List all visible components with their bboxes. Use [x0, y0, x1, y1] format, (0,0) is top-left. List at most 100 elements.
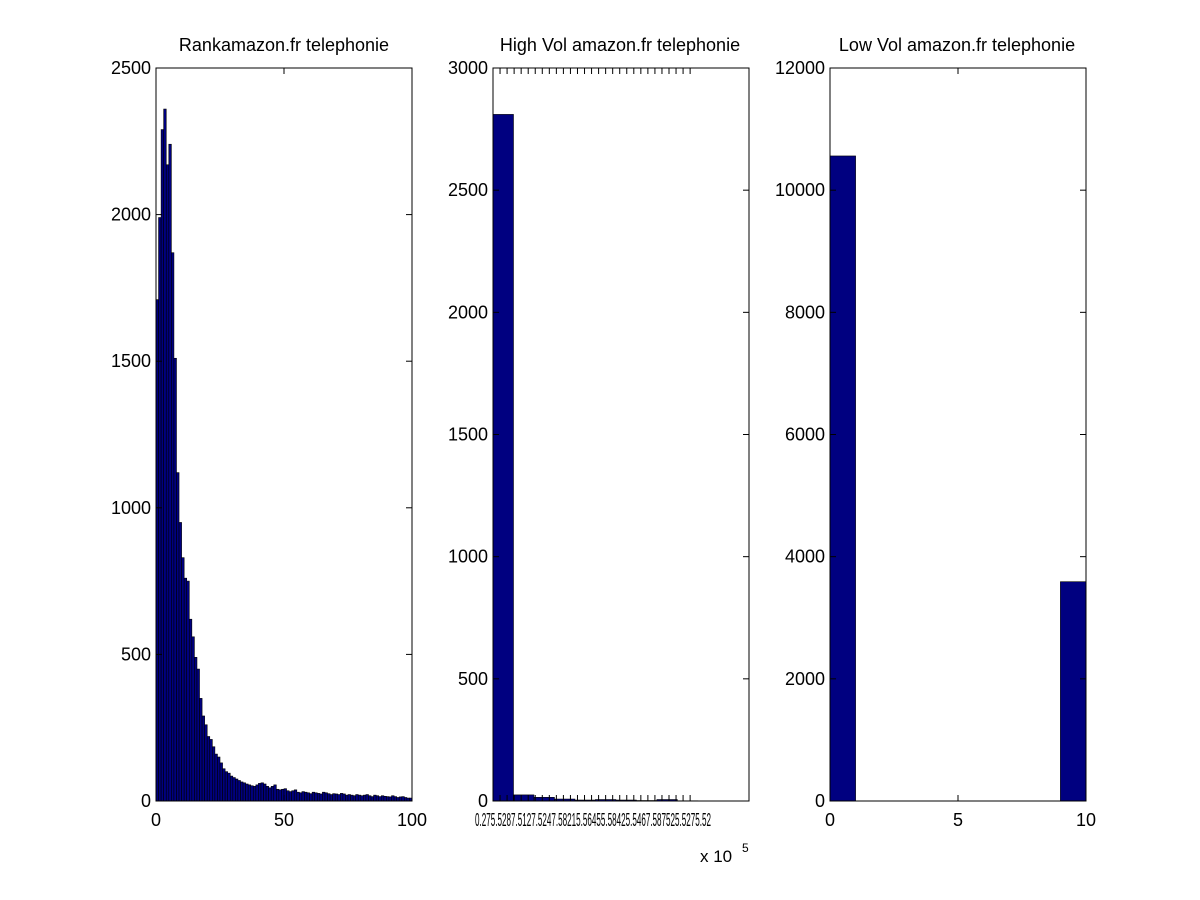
rank-bar-51 [286, 790, 290, 802]
rank-bar-43 [265, 786, 269, 802]
rank-bar-67 [327, 793, 331, 802]
low-vol-x-tick-label-1: 5 [953, 810, 963, 830]
rank-y-tick-label-2: 1000 [111, 498, 151, 518]
rank-bar-54 [293, 789, 298, 802]
rank-bar-79 [357, 794, 362, 802]
rank-bar-16 [196, 668, 200, 802]
rank-bar-56 [299, 792, 303, 802]
rank-x-ticks: 0 50 100 [151, 68, 427, 830]
rank-bar-66 [324, 792, 328, 802]
low-vol-x-ticks: 0 5 10 [825, 68, 1096, 830]
rank-bar-58 [304, 791, 308, 802]
rank-bar-34 [242, 782, 246, 802]
high-vol-y-tick-label-0: 0 [478, 791, 488, 811]
rank-bar-53 [291, 790, 295, 802]
rank-bar-70 [334, 793, 339, 802]
rank-bar-8 [176, 472, 180, 802]
low-vol-bar-0 [829, 155, 856, 802]
subplot-low-vol: 0 2000 4000 6000 8000 10000 12000 0 5 10 Low Vol… [775, 35, 1096, 830]
rank-bar-4 [165, 164, 170, 802]
rank-bar-19 [204, 724, 208, 802]
rank-bar-14 [191, 636, 195, 802]
rank-bar-84 [370, 796, 374, 802]
high-vol-x-exponent-base: x 10 [700, 847, 732, 866]
low-vol-y-ticks: 0 2000 4000 6000 8000 10000 12000 [775, 58, 1086, 811]
rank-bar-83 [368, 795, 372, 802]
rank-bar-37 [250, 785, 254, 802]
rank-bar-64 [319, 793, 323, 802]
rank-bar-95 [398, 796, 403, 802]
rank-y-ticks: 0 500 1000 1500 2000 2500 [111, 58, 412, 811]
rank-bar-38 [252, 786, 257, 802]
rank-bar-21 [209, 739, 213, 802]
high-vol-bar-0 [492, 114, 514, 802]
rank-bar-59 [306, 792, 310, 802]
rank-bar-22 [212, 746, 216, 802]
rank-bar-20 [206, 736, 211, 802]
rank-bar-71 [337, 794, 341, 802]
rank-bar-87 [378, 796, 382, 802]
rank-bar-60 [309, 793, 313, 802]
rank-bar-62 [314, 792, 318, 802]
rank-bar-45 [270, 786, 275, 802]
rank-bar-17 [199, 698, 203, 802]
rank-bar-36 [247, 784, 252, 802]
rank-bar-73 [342, 793, 346, 802]
high-vol-y-tick-label-6: 3000 [448, 58, 488, 78]
rank-bar-11 [183, 577, 188, 802]
rank-bar-39 [255, 784, 259, 802]
high-vol-chart-title: High Vol amazon.fr telephonie [500, 35, 740, 55]
high-vol-y-tick-label-4: 2000 [448, 302, 488, 322]
low-vol-y-tick-label-3: 6000 [785, 425, 825, 445]
rank-bar-93 [393, 796, 397, 802]
low-vol-y-tick-label-1: 2000 [785, 669, 825, 689]
rank-y-tick-label-1: 500 [121, 644, 151, 664]
rank-bar-27 [224, 771, 228, 802]
rank-bar-30 [232, 777, 236, 802]
rank-bar-25 [219, 762, 223, 802]
rank-bar-80 [360, 795, 364, 802]
low-vol-y-tick-label-2: 4000 [785, 547, 825, 567]
low-vol-y-tick-label-6: 12000 [775, 58, 825, 78]
rank-bar-24 [217, 756, 221, 802]
rank-bar-74 [345, 794, 349, 802]
rank-bar-23 [214, 753, 218, 802]
rank-bar-88 [380, 795, 385, 802]
rank-bar-61 [311, 791, 316, 802]
rank-bar-96 [401, 796, 405, 802]
rank-bar-40 [258, 783, 262, 802]
rank-bar-68 [329, 794, 333, 802]
high-vol-x-tick-labels: 0.275.5287.5127.5247.58215.56455.58425.5… [475, 810, 711, 830]
high-vol-y-ticks: 0 500 1000 1500 2000 2500 3000 [448, 58, 749, 811]
rank-bar-9 [178, 522, 182, 802]
rank-bar-44 [268, 787, 272, 802]
rank-y-tick-label-4: 2000 [111, 205, 151, 225]
rank-x-tick-label-2: 100 [397, 810, 427, 830]
high-vol-y-tick-label-5: 2500 [448, 180, 488, 200]
rank-bar-65 [322, 791, 326, 802]
rank-bar-69 [332, 793, 336, 802]
rank-bar-85 [373, 794, 377, 802]
low-vol-y-tick-label-5: 10000 [775, 180, 825, 200]
rank-bar-72 [340, 793, 344, 802]
high-vol-x-exponent-power: 5 [742, 841, 749, 855]
low-vol-x-tick-label-0: 0 [825, 810, 835, 830]
high-vol-y-tick-label-3: 1500 [448, 425, 488, 445]
low-vol-bar-9 [1060, 581, 1087, 802]
rank-chart-title: Rankamazon.fr telephonie [179, 35, 389, 55]
rank-y-tick-label-5: 2500 [111, 58, 151, 78]
rank-bar-13 [188, 618, 193, 802]
rank-bar-28 [227, 772, 231, 802]
high-vol-y-tick-label-1: 500 [458, 669, 488, 689]
high-vol-bar-2 [533, 797, 555, 802]
rank-bar-1 [158, 217, 162, 802]
low-vol-x-tick-label-2: 10 [1076, 810, 1096, 830]
low-vol-y-tick-label-4: 8000 [785, 302, 825, 322]
rank-bar-31 [235, 778, 239, 802]
rank-y-tick-label-3: 1500 [111, 351, 151, 371]
rank-bar-97 [404, 797, 408, 802]
rank-bar-55 [296, 791, 300, 802]
rank-bar-26 [222, 768, 226, 802]
rank-bar-2 [160, 129, 164, 802]
